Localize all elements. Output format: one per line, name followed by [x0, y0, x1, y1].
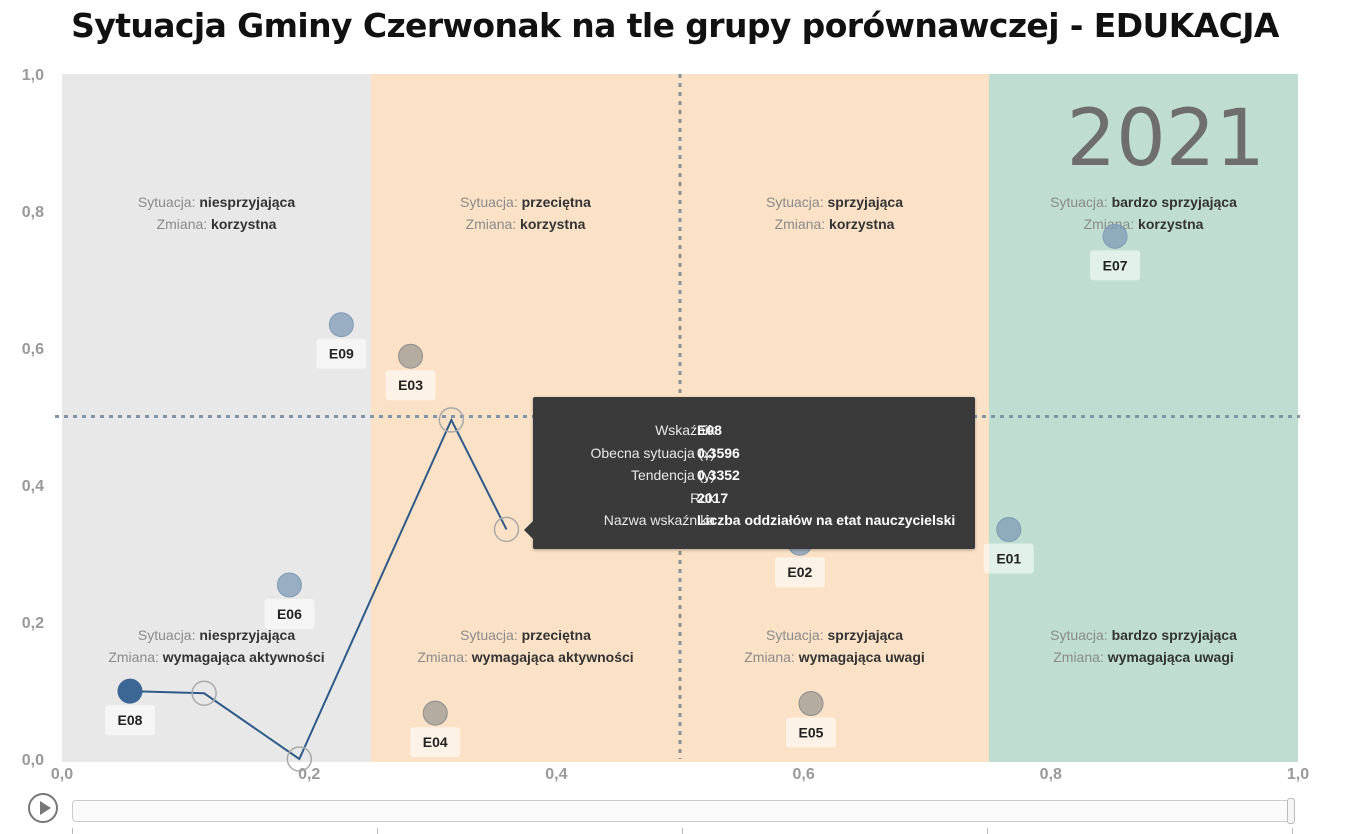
point-label-box [983, 543, 1034, 574]
timeline-tick [72, 828, 73, 834]
point-label-box [774, 557, 825, 588]
zone-top-1-line2: Zmiana: korzystna [157, 216, 277, 232]
x-tick-label: 0,0 [51, 766, 73, 783]
tooltip-row: Wskaźnik E08 [533, 422, 975, 444]
tooltip-value: 2017 [697, 489, 729, 506]
trail-point [286, 746, 313, 772]
point-e03[interactable] [398, 343, 424, 369]
tooltip-row: Rok 2017 [533, 490, 975, 512]
point-e06[interactable] [276, 572, 302, 598]
play-icon[interactable] [28, 793, 58, 823]
timeline-tick [987, 828, 988, 834]
axes: 0,0 0,2 0,4 0,6 0,8 1,0 0,0 0,2 0,4 0,6 0,8 1,0 [22, 67, 1309, 783]
point-label: E07 [1103, 257, 1128, 273]
tooltip-key: Tendencja (y) [630, 467, 715, 483]
tooltip-value: E08 [697, 422, 722, 438]
zone-top-3-line2: Zmiana: korzystna [775, 216, 895, 232]
chart-title: Sytuacja Gminy Czerwonak na tle grupy po… [71, 6, 1279, 45]
y-tick-label: 0,4 [22, 478, 44, 495]
tooltip-key: Rok [690, 489, 715, 506]
point-label: E08 [118, 712, 143, 728]
point-e04[interactable] [422, 700, 448, 726]
tooltip-key: Obecna sytuacja (x) [590, 444, 716, 461]
timeline-player [0, 790, 1350, 834]
point-label: E09 [329, 346, 354, 362]
zone-top-4-line1: Sytuacja: bardzo sprzyjająca [1050, 194, 1237, 210]
y-tick-label: 0,0 [22, 752, 44, 769]
point-e05[interactable] [798, 691, 824, 717]
point-label-box [264, 599, 315, 630]
zone-top-3-line1: Sytuacja: sprzyjająca [766, 194, 903, 210]
e08-trail [129, 407, 520, 772]
tooltip-row: Nazwa wskaźnika Liczba oddziałów na etat … [533, 512, 975, 534]
y-tick-label: 1,0 [22, 67, 44, 84]
tooltip-row: Tendencja (y) 0,3352 [533, 467, 975, 489]
point-label-box [410, 727, 461, 758]
timeline-tick [682, 828, 683, 834]
x-tick-label: 0,2 [298, 766, 320, 783]
tooltip-value: 0,3596 [697, 444, 740, 461]
zone-bottom-1-line1: Sytuacja: niesprzyjająca [138, 627, 295, 643]
point-label-box [316, 338, 367, 369]
tooltip-key: Wskaźnik [655, 422, 715, 438]
zone-bottom-3-line2: Zmiana: wymagająca uwagi [744, 649, 925, 665]
point-label: E04 [423, 734, 448, 750]
tooltip-value: 0,3352 [697, 467, 740, 483]
x-tick-label: 0,8 [1040, 766, 1062, 783]
zone-bottom-2-line2: Zmiana: wymagająca aktywności [417, 649, 633, 665]
y-tick-label: 0,2 [22, 615, 44, 632]
x-tick-label: 1,0 [1287, 766, 1309, 783]
trail-point [191, 680, 217, 706]
tooltip-value: Liczba oddziałów na etat nauczycielski [697, 512, 956, 528]
trail-line [129, 417, 508, 761]
zone-top-2-line1: Sytuacja: przeciętna [460, 194, 591, 210]
zone-bottom-3-line1: Sytuacja: sprzyjająca [766, 627, 903, 643]
year-label: 2021 [1066, 94, 1265, 184]
trail-point [493, 516, 520, 543]
zone-bottom-1-line2: Zmiana: wymagająca aktywności [108, 649, 324, 665]
tooltip-key: Nazwa wskaźnika [603, 512, 715, 528]
zone-top-1-line1: Sytuacja: niesprzyjająca [138, 194, 295, 210]
x-tick-label: 0,4 [545, 766, 567, 783]
point-e01[interactable] [996, 517, 1022, 543]
point-label: E02 [787, 564, 812, 580]
tooltip-row: Obecna sytuacja (x) 0,3596 [533, 445, 975, 467]
indicator-tooltip: Wskaźnik E08 Obecna sytuacja (x) 0,3596 Tend… [524, 397, 975, 549]
y-tick-label: 0,8 [22, 204, 44, 221]
point-label: E03 [398, 377, 423, 393]
point-label-box [1090, 250, 1141, 281]
timeline-tick [1292, 828, 1293, 834]
point-label-box [104, 705, 155, 736]
timeline-tick [377, 828, 378, 834]
point-label-box [385, 370, 436, 401]
zone-bottom-2-line1: Sytuacja: przeciętna [460, 627, 591, 643]
chart-canvas: Sytuacja: niesprzyjająca Zmiana: korzystn… [22, 67, 1309, 783]
point-label: E06 [277, 606, 302, 622]
point-e08[interactable] [117, 678, 143, 704]
trail-point [438, 407, 465, 433]
zone-top-2-line2: Zmiana: korzystna [466, 216, 586, 232]
point-e09[interactable] [328, 312, 354, 338]
timeline-track[interactable] [72, 800, 1294, 822]
point-label: E05 [799, 725, 824, 741]
x-tick-label: 0,6 [792, 766, 814, 783]
y-tick-label: 0,6 [22, 341, 44, 358]
zones-labels: Sytuacja: niesprzyjająca Zmiana: korzystn… [108, 194, 1237, 665]
timeline-handle[interactable] [1287, 798, 1295, 824]
point-label: E01 [996, 551, 1021, 567]
point-e07[interactable] [1102, 223, 1128, 249]
zone-bottom-4-line1: Sytuacja: bardzo sprzyjająca [1050, 627, 1237, 643]
point-label-box [786, 717, 837, 748]
zone-bottom-4-line2: Zmiana: wymagająca uwagi [1053, 649, 1234, 665]
zone-top-4-line2: Zmiana: korzystna [1084, 216, 1204, 232]
